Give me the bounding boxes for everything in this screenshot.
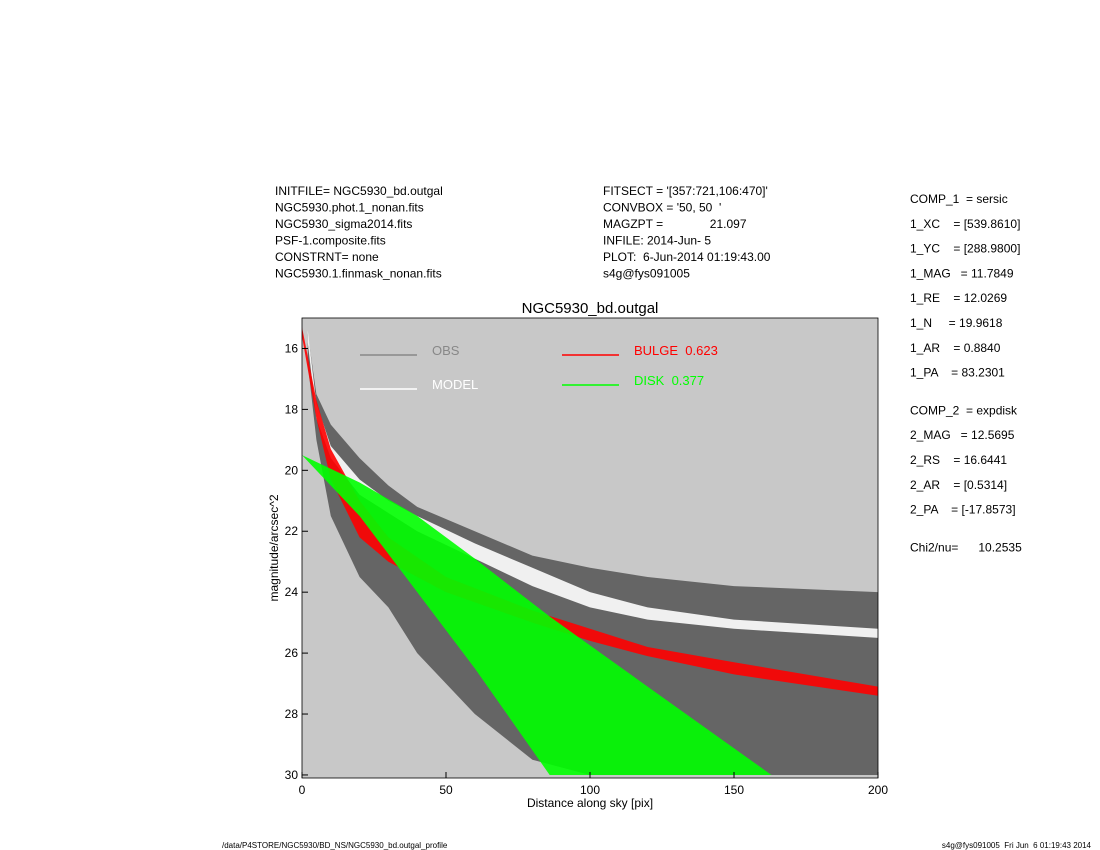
header-left-line: PSF-1.composite.fits — [275, 234, 386, 248]
x-tick-label: 0 — [299, 783, 306, 797]
header-middle-line: s4g@fys091005 — [603, 267, 690, 281]
fit-parameter: 1_N = 19.9618 — [910, 316, 1003, 330]
y-tick-label: 16 — [285, 341, 299, 355]
header-middle-line: FITSECT = '[357:721,106:470]' — [603, 184, 768, 198]
header-middle-line: MAGZPT = 21.097 — [603, 217, 747, 231]
legend-label: OBS — [432, 343, 460, 358]
y-tick-label: 18 — [285, 402, 299, 416]
y-tick-label: 26 — [285, 646, 299, 660]
fit-parameter: COMP_2 = expdisk — [910, 403, 1018, 417]
x-tick-label: 150 — [724, 783, 744, 797]
x-tick-label: 200 — [868, 783, 888, 797]
footer-left: /data/P4STORE/NGC5930/BD_NS/NGC5930_bd.o… — [222, 841, 448, 850]
fit-parameter: 2_MAG = 12.5695 — [910, 428, 1015, 442]
x-tick-label: 100 — [580, 783, 600, 797]
fit-parameter: 2_PA = [-17.8573] — [910, 503, 1016, 517]
x-tick-label: 50 — [439, 783, 453, 797]
y-tick-label: 24 — [285, 585, 299, 599]
y-tick-label: 20 — [285, 463, 299, 477]
header-left-line: NGC5930_sigma2014.fits — [275, 217, 412, 231]
band-3 — [302, 455, 772, 775]
fit-parameter: 1_MAG = 11.7849 — [910, 266, 1014, 280]
x-axis-label: Distance along sky [pix] — [527, 796, 653, 810]
y-tick-label: 30 — [285, 768, 299, 782]
header-left-line: NGC5930.1.finmask_nonan.fits — [275, 267, 442, 281]
header-left-line: NGC5930.phot.1_nonan.fits — [275, 201, 424, 215]
fit-parameter: 2_RS = 16.6441 — [910, 453, 1007, 467]
fit-parameter: COMP_1 = sersic — [910, 192, 1008, 206]
fit-parameter: 2_AR = [0.5314] — [910, 478, 1007, 492]
header-middle-line: INFILE: 2014-Jun- 5 — [603, 234, 711, 248]
header-middle-line: CONVBOX = '50, 50 ' — [603, 201, 721, 215]
header-middle-line: PLOT: 6-Jun-2014 01:19:43.00 — [603, 250, 771, 264]
header-left-line: CONSTRNT= none — [275, 250, 379, 264]
fit-parameter: 1_XC = [539.8610] — [910, 217, 1020, 231]
legend-label: MODEL — [432, 377, 478, 392]
y-tick-label: 28 — [285, 707, 299, 721]
footer-right: s4g@fys091005 Fri Jun 6 01:19:43 2014 — [942, 841, 1092, 850]
bands — [302, 327, 878, 775]
fit-parameter: Chi2/nu= 10.2535 — [910, 540, 1022, 554]
fit-parameter: 1_PA = 83.2301 — [910, 366, 1005, 380]
fit-parameter: 1_RE = 12.0269 — [910, 291, 1007, 305]
fit-parameter: 1_AR = 0.8840 — [910, 341, 1001, 355]
y-axis-label: magnitude/arcsec^2 — [267, 494, 281, 601]
legend-label: BULGE 0.623 — [634, 343, 718, 358]
fit-parameter: 1_YC = [288.9800] — [910, 242, 1020, 256]
legend-label: DISK 0.377 — [634, 373, 704, 388]
header-left-line: INITFILE= NGC5930_bd.outgal — [275, 184, 443, 198]
y-tick-label: 22 — [285, 524, 299, 538]
chart-title: NGC5930_bd.outgal — [522, 300, 659, 317]
